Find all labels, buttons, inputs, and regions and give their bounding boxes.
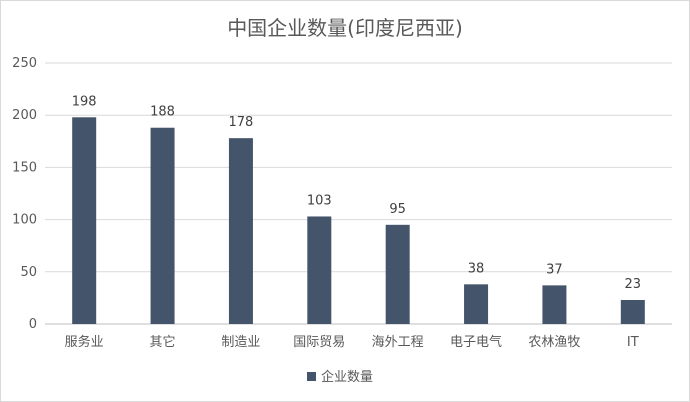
y-tick-label: 150	[12, 160, 37, 175]
legend: 企业数量	[307, 369, 373, 385]
chart-title: 中国企业数量(印度尼西亚)	[227, 16, 463, 40]
y-tick-label: 200	[12, 108, 37, 123]
x-tick-label-0: 服务业	[65, 334, 104, 350]
legend-label: 企业数量	[321, 369, 373, 385]
y-axis-ticks: 0 50 100 150 200 250	[12, 56, 37, 332]
bar-7	[620, 299, 645, 324]
y-tick-label: 50	[20, 265, 37, 280]
data-label-3: 103	[307, 193, 332, 208]
x-tick-label-5: 电子电气	[450, 334, 502, 350]
data-label-0: 198	[72, 94, 97, 109]
x-tick-label-7: IT	[627, 335, 639, 350]
bars	[72, 117, 645, 325]
data-label-7: 23	[625, 277, 642, 292]
data-label-6: 37	[546, 262, 563, 277]
x-tick-label-3: 国际贸易	[293, 335, 345, 350]
bar-1	[150, 127, 175, 324]
bar-4	[385, 224, 410, 324]
bar-3	[307, 216, 332, 324]
bar-6	[542, 285, 567, 324]
y-tick-label: 0	[29, 317, 37, 332]
x-tick-label-6: 农林渔牧	[528, 335, 580, 350]
data-label-4: 95	[389, 202, 406, 217]
data-labels: 198 188 178 103 95 38 37 23	[72, 94, 641, 292]
bar-5	[464, 284, 489, 324]
bar-0	[72, 117, 97, 325]
y-tick-label: 250	[12, 56, 37, 71]
data-label-5: 38	[468, 261, 485, 276]
data-label-1: 188	[150, 105, 175, 120]
data-label-2: 178	[229, 115, 254, 130]
x-axis-labels: 服务业 其它 制造业 国际贸易 海外工程 电子电气 农林渔牧 IT	[65, 334, 639, 350]
gridlines	[45, 62, 672, 325]
x-tick-label-1: 其它	[150, 334, 176, 350]
y-tick-label: 100	[12, 213, 37, 228]
legend-swatch	[307, 372, 316, 381]
x-tick-label-4: 海外工程	[372, 335, 424, 350]
x-tick-label-2: 制造业	[221, 335, 260, 350]
bar-2	[228, 138, 253, 324]
